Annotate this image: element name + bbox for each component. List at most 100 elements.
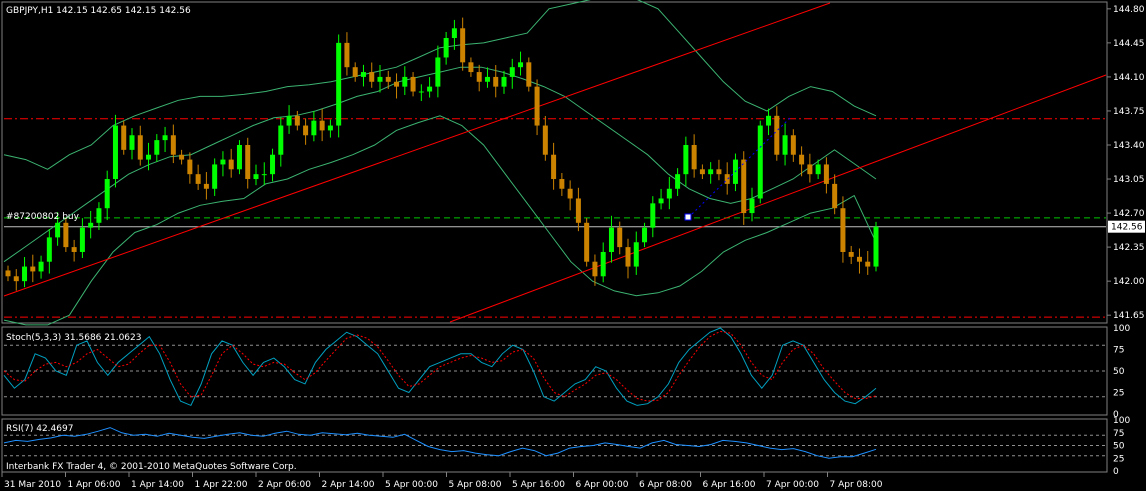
candle bbox=[137, 125, 143, 166]
candle-body bbox=[369, 72, 375, 82]
candle bbox=[542, 116, 548, 161]
rsi-panel[interactable]: RSI(7) 42.4697 Interbank FX Trader 4, © … bbox=[1, 418, 1108, 473]
candle-body bbox=[137, 135, 143, 160]
candle-body bbox=[807, 164, 813, 175]
price-tick-label: 141.65 bbox=[1113, 311, 1145, 321]
candle-body bbox=[154, 140, 160, 155]
candle-body bbox=[220, 159, 226, 165]
candle bbox=[840, 196, 846, 263]
candle-body bbox=[708, 169, 714, 175]
candle bbox=[691, 134, 697, 178]
candle bbox=[749, 187, 755, 222]
candle-body bbox=[815, 164, 821, 175]
price-tick-label: 142.35 bbox=[1113, 243, 1145, 253]
candle-body bbox=[427, 86, 433, 92]
candle bbox=[377, 65, 383, 93]
candle bbox=[121, 120, 127, 155]
candle-body bbox=[104, 179, 110, 209]
candle-body bbox=[683, 144, 689, 175]
price-panel[interactable]: GBPJPY,H1 142.15 142.65 142.15 142.56 #8… bbox=[1, 0, 1108, 326]
candle-body bbox=[253, 174, 259, 180]
stoch-main-line bbox=[3, 327, 877, 407]
candle-body bbox=[418, 91, 424, 93]
candle-body bbox=[344, 42, 350, 68]
candle-body bbox=[608, 227, 614, 252]
time-tick-label: 7 Apr 00:00 bbox=[766, 480, 819, 490]
candle bbox=[170, 124, 176, 164]
candle bbox=[815, 159, 821, 180]
rsi-tick-label: 0 bbox=[1113, 467, 1119, 477]
price-tick-label: 144.45 bbox=[1113, 39, 1145, 49]
candle bbox=[551, 142, 557, 190]
candle bbox=[294, 110, 300, 131]
candle-body bbox=[873, 226, 879, 267]
candle bbox=[468, 57, 474, 77]
stoch-tick-label: 100 bbox=[1113, 324, 1130, 334]
candle bbox=[5, 265, 11, 282]
candle-body bbox=[782, 135, 788, 155]
stoch-tick-label: 50 bbox=[1113, 367, 1125, 377]
rsi-line bbox=[3, 427, 877, 459]
candle-body bbox=[112, 125, 118, 180]
current-price-value: 142.56 bbox=[1111, 223, 1143, 233]
candle-body bbox=[575, 198, 581, 223]
candle-body bbox=[270, 154, 276, 175]
candle bbox=[38, 255, 44, 279]
stoch-tick-label: 25 bbox=[1113, 389, 1124, 399]
candle-body bbox=[534, 86, 540, 126]
candle bbox=[410, 72, 416, 97]
price-tick-label: 143.40 bbox=[1113, 141, 1145, 151]
rsi-tick-label: 100 bbox=[1113, 416, 1130, 426]
candle bbox=[13, 269, 19, 291]
candle-body bbox=[187, 159, 193, 175]
candle-body bbox=[30, 266, 36, 272]
candle bbox=[451, 19, 457, 50]
candle bbox=[303, 118, 309, 145]
candle bbox=[245, 137, 251, 189]
candle-body bbox=[542, 125, 548, 155]
candle bbox=[476, 64, 482, 92]
time-tick-label: 31 Mar 2010 bbox=[4, 480, 61, 490]
current-price-box bbox=[1108, 220, 1145, 233]
candle bbox=[427, 77, 433, 98]
candle bbox=[782, 123, 788, 166]
candle-body bbox=[451, 28, 457, 39]
candle bbox=[79, 218, 85, 259]
candle bbox=[46, 229, 52, 274]
time-tick-label: 5 Apr 00:00 bbox=[385, 480, 438, 490]
candle-body bbox=[311, 120, 317, 136]
candle-body bbox=[38, 261, 44, 272]
candle bbox=[162, 126, 168, 152]
candle-body bbox=[121, 125, 127, 150]
candle bbox=[617, 221, 623, 255]
candle bbox=[774, 106, 780, 161]
candle bbox=[642, 222, 648, 248]
candle bbox=[493, 65, 499, 98]
candle-body bbox=[71, 247, 77, 252]
candle bbox=[203, 172, 209, 200]
stoch-tick-label: 0 bbox=[1113, 410, 1119, 420]
candle-body bbox=[303, 125, 309, 136]
candle-body bbox=[327, 125, 333, 131]
candle-body bbox=[790, 135, 796, 155]
candle-body bbox=[146, 154, 152, 160]
candle bbox=[104, 170, 110, 221]
candle bbox=[757, 120, 763, 204]
candle-body bbox=[823, 164, 829, 184]
candle-body bbox=[394, 81, 400, 87]
price-tick-label: 143.05 bbox=[1113, 175, 1145, 185]
candle-body bbox=[460, 28, 466, 63]
candle-body bbox=[848, 251, 854, 257]
candle-body bbox=[22, 266, 28, 282]
candle bbox=[666, 176, 672, 210]
stochastic-panel[interactable]: Stoch(5,3,3) 31.5686 21.0623 bbox=[1, 326, 1108, 416]
time-tick-label: 6 Apr 00:00 bbox=[576, 480, 629, 490]
candle bbox=[344, 32, 350, 76]
candle-body bbox=[212, 164, 218, 189]
candle-body bbox=[203, 183, 209, 189]
candle-body bbox=[294, 115, 300, 126]
candle-body bbox=[741, 159, 747, 214]
candle bbox=[22, 257, 28, 288]
candle bbox=[236, 140, 242, 175]
